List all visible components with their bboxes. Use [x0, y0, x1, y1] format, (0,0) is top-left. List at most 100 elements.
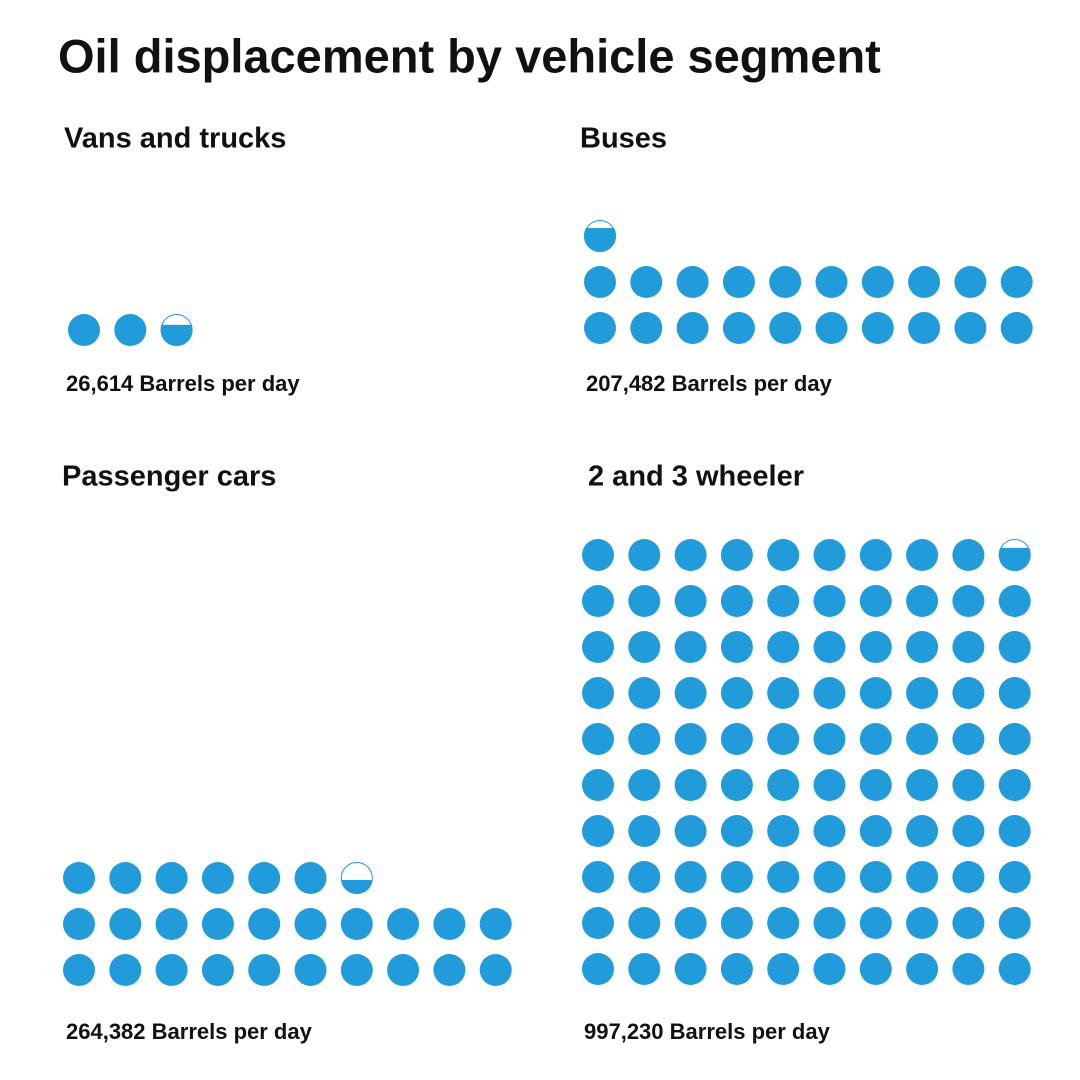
dot: [767, 769, 800, 801]
dot: [628, 677, 661, 709]
dot: [859, 585, 892, 617]
dot: [155, 954, 188, 986]
dot: [906, 677, 939, 709]
chart-title: Oil displacement by vehicle segment: [58, 29, 881, 82]
dot: [998, 631, 1031, 663]
value-label: 264,382 Barrels per day: [66, 1019, 313, 1044]
dot: [720, 907, 753, 939]
dot: [155, 862, 188, 894]
dot: [248, 862, 281, 894]
dot: [248, 954, 281, 986]
dot: [582, 953, 614, 985]
value-label: 997,230 Barrels per day: [584, 1019, 831, 1044]
partial-dot: [340, 862, 373, 894]
dot: [813, 769, 846, 801]
dot: [954, 312, 987, 344]
dot: [859, 861, 892, 893]
dot: [720, 631, 753, 663]
dot: [813, 723, 846, 755]
dot: [674, 815, 707, 847]
dot: [767, 677, 800, 709]
dot: [998, 815, 1031, 847]
dot: [952, 815, 985, 847]
dot: [767, 539, 800, 571]
dot: [63, 908, 95, 940]
dot: [952, 861, 985, 893]
dot: [109, 908, 142, 940]
dot: [674, 585, 707, 617]
partial-dot: [584, 220, 616, 252]
dot: [859, 953, 892, 985]
dot: [906, 861, 939, 893]
dot: [628, 815, 661, 847]
dot: [859, 815, 892, 847]
dot: [201, 908, 234, 940]
dot: [582, 677, 614, 709]
dot: [813, 677, 846, 709]
dot: [859, 723, 892, 755]
dot: [674, 539, 707, 571]
dot: [68, 314, 100, 346]
dot: [906, 953, 939, 985]
dot: [767, 585, 800, 617]
dot: [952, 907, 985, 939]
dot: [906, 585, 939, 617]
dot: [676, 312, 709, 344]
panel-title: 2 and 3 wheeler: [588, 461, 804, 493]
dot: [813, 815, 846, 847]
dot: [767, 907, 800, 939]
dot: [582, 769, 614, 801]
dot: [720, 953, 753, 985]
dot: [906, 539, 939, 571]
dot: [674, 953, 707, 985]
dot: [906, 723, 939, 755]
dot: [998, 723, 1031, 755]
dot: [294, 908, 327, 940]
panel-title: Buses: [580, 123, 667, 155]
dot: [813, 631, 846, 663]
dot: [479, 954, 512, 986]
dot: [720, 677, 753, 709]
dot: [952, 953, 985, 985]
dot: [582, 631, 614, 663]
dot: [674, 631, 707, 663]
dot: [387, 908, 420, 940]
dot: [720, 815, 753, 847]
dot: [767, 631, 800, 663]
dot: [720, 539, 753, 571]
dot: [674, 907, 707, 939]
dot: [201, 954, 234, 986]
dot: [767, 815, 800, 847]
dot: [628, 769, 661, 801]
dot: [952, 677, 985, 709]
dot: [628, 861, 661, 893]
dot: [952, 539, 985, 571]
dot: [582, 815, 614, 847]
dot: [769, 266, 802, 298]
dot: [340, 908, 373, 940]
dot: [340, 954, 373, 986]
dot: [628, 723, 661, 755]
dot: [674, 769, 707, 801]
panel-title: Vans and trucks: [64, 123, 286, 155]
dot: [584, 312, 616, 344]
partial-dot: [998, 539, 1031, 571]
dot: [628, 631, 661, 663]
dot: [294, 862, 327, 894]
dot: [908, 312, 941, 344]
dot: [63, 954, 95, 986]
dot: [767, 953, 800, 985]
dot: [582, 585, 614, 617]
dot: [628, 953, 661, 985]
dot: [720, 723, 753, 755]
dot: [815, 312, 848, 344]
dot: [906, 907, 939, 939]
dot: [998, 907, 1031, 939]
dot-fill: [998, 547, 1031, 571]
dot: [479, 908, 512, 940]
dot: [109, 862, 142, 894]
dot-fill: [340, 879, 373, 894]
dot: [628, 539, 661, 571]
dot: [155, 908, 188, 940]
